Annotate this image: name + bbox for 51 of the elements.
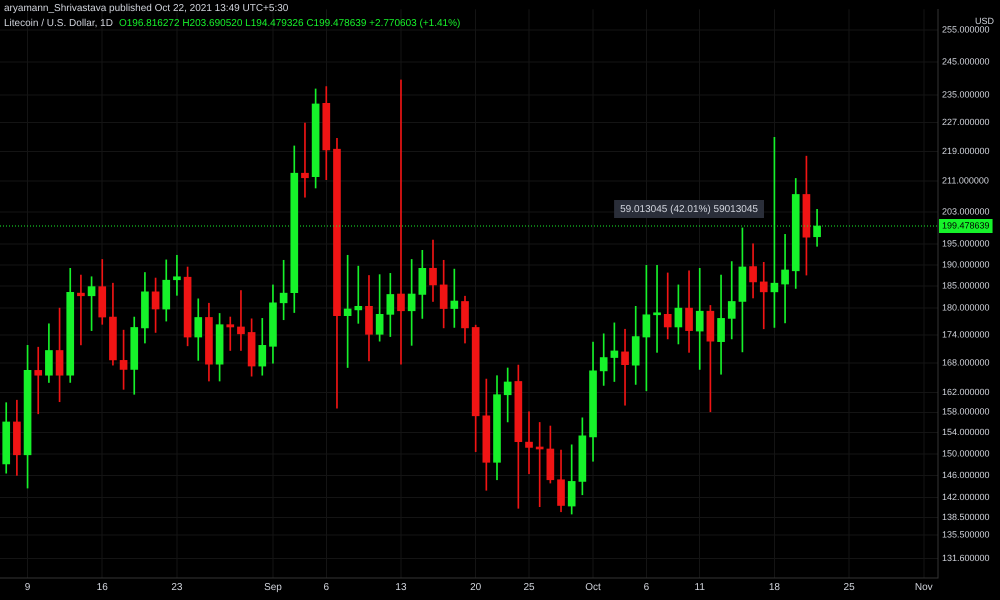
y-tick-label: 154.000000 [942, 427, 990, 438]
y-tick-label: 211.000000 [942, 176, 989, 186]
y-tick-label: 235.000000 [942, 90, 990, 100]
candlestick [88, 276, 96, 331]
x-tick-label: 25 [844, 582, 856, 593]
candlestick [237, 290, 245, 351]
y-tick-label: 195.000000 [942, 238, 990, 249]
y-tick-label: 168.000000 [942, 358, 990, 368]
y-tick-label: 162.000000 [942, 386, 990, 397]
x-tick-label: 13 [395, 582, 407, 593]
y-tick-label: 174.000000 [942, 330, 990, 340]
y-tick-label: 150.000000 [942, 448, 990, 458]
candlestick [301, 122, 309, 198]
x-tick-label: 11 [694, 582, 706, 593]
y-tick-label: 185.000000 [942, 280, 990, 291]
candlestick [173, 254, 181, 296]
annotation: aryamann_Shrivastava published Oct 22, 2021 13:49 UTC+5:30 [4, 2, 290, 16]
x-tick-label: 6 [644, 582, 650, 593]
candlestick [525, 411, 533, 474]
y-tick-label: 219.000000 [942, 146, 990, 156]
y-tick-label: 180.000000 [942, 302, 990, 313]
text: O196.816272 H203.690520 L194.479326 C199.478639 +2.770603 (+1.41%) [118, 18, 460, 29]
y-tick-label: 190.000000 [942, 259, 990, 270]
x-tick-label: 23 [171, 582, 183, 593]
candlestick [717, 274, 725, 375]
y-tick-label: 245.000000 [942, 56, 990, 66]
x-tick-label: Sep [264, 582, 282, 593]
y-tick-label: 255.000000 [942, 24, 990, 34]
x-tick-label: 9 [24, 582, 31, 593]
y-tick-label: 138.500000 [942, 512, 990, 522]
candlestick [621, 328, 629, 406]
text: Litecoin / U.S. Dollar, 1D [4, 18, 113, 29]
x-tick-label: 25 [523, 582, 536, 593]
x-tick-label: Oct [585, 582, 602, 593]
y-tick-label: 131.600000 [942, 552, 990, 563]
candlestick [653, 264, 661, 353]
x-tick-label: Nov [914, 582, 933, 593]
x-tick-label: 6 [324, 582, 330, 593]
x-tick-label: 20 [470, 582, 482, 593]
annotation: 59.013045 (42.01%) 59013045 [620, 204, 758, 215]
y-axis-title: USD [974, 16, 994, 26]
y-tick-label: 135.500000 [942, 529, 990, 540]
ref-line-label: 199.478639 [942, 220, 990, 230]
x-tick-label: 18 [768, 582, 780, 593]
y-tick-label: 158.000000 [942, 406, 990, 417]
candlestick [781, 234, 789, 324]
y-tick-label: 146.000000 [942, 470, 990, 480]
x-tick-label: 16 [96, 582, 108, 593]
y-tick-label: 142.000000 [942, 492, 990, 502]
y-tick-label: 203.000000 [942, 206, 990, 217]
y-tick-label: 227.000000 [942, 117, 990, 128]
